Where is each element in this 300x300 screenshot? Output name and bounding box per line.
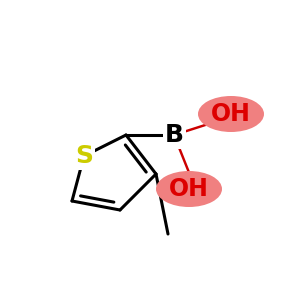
Text: S: S xyxy=(75,144,93,168)
Text: OH: OH xyxy=(169,177,209,201)
Text: B: B xyxy=(164,123,184,147)
Ellipse shape xyxy=(156,171,222,207)
Ellipse shape xyxy=(198,96,264,132)
Text: OH: OH xyxy=(211,102,251,126)
